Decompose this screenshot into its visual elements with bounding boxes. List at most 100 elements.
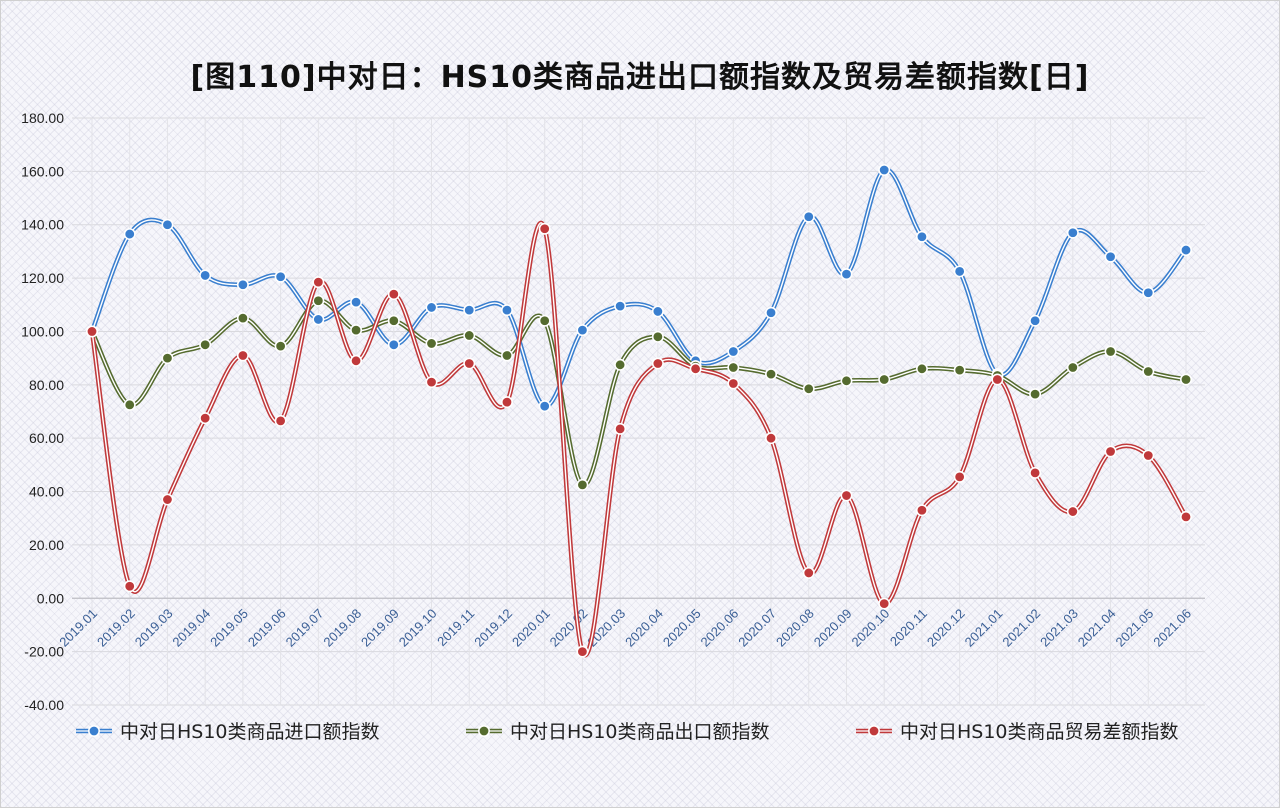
x-tick-label: 2019.12 <box>471 606 515 650</box>
y-tick-label: 100.00 <box>21 323 64 339</box>
data-point <box>840 374 853 387</box>
data-point <box>651 357 664 370</box>
x-tick-label: 2019.02 <box>94 606 138 650</box>
data-point <box>199 269 212 282</box>
x-tick-label: 2019.10 <box>396 606 440 650</box>
x-tick-label: 2020.06 <box>698 606 742 650</box>
series-line-trade-balance-index <box>89 220 1189 658</box>
data-point <box>1104 445 1117 458</box>
data-point <box>199 338 212 351</box>
y-tick-label: 140.00 <box>21 217 64 233</box>
data-point <box>614 300 627 313</box>
x-tick-label: 2020.01 <box>509 606 553 650</box>
y-tick-label: -40.00 <box>24 697 64 713</box>
x-tick-label: 2020.07 <box>735 606 779 650</box>
data-point <box>274 414 287 427</box>
x-tick-label: 2020.08 <box>773 606 817 650</box>
legend-item-trade-balance-index: 中对日HS10类商品贸易差额指数 <box>856 721 1179 743</box>
y-tick-label: 80.00 <box>29 377 64 393</box>
data-point <box>123 228 136 241</box>
data-point <box>840 489 853 502</box>
data-point <box>387 288 400 301</box>
data-point <box>576 478 589 491</box>
data-point <box>350 354 363 367</box>
series-line-highlight-import-index <box>91 169 1187 407</box>
x-tick-label: 2021.04 <box>1075 606 1119 650</box>
y-tick-label: 160.00 <box>21 163 64 179</box>
series-line-highlight-trade-balance-index <box>91 222 1187 656</box>
x-tick-label: 2020.02 <box>547 606 591 650</box>
data-point <box>538 314 551 327</box>
data-point <box>500 304 513 317</box>
data-point <box>614 422 627 435</box>
x-tick-label: 2020.11 <box>887 606 930 649</box>
data-point <box>387 314 400 327</box>
x-tick-label: 2019.06 <box>245 606 289 650</box>
data-point <box>274 340 287 353</box>
data-point <box>161 218 174 231</box>
data-point <box>727 361 740 374</box>
data-point <box>953 470 966 483</box>
data-point <box>312 276 325 289</box>
data-point <box>1180 510 1193 523</box>
data-point <box>538 222 551 235</box>
data-point <box>274 270 287 283</box>
x-tick-label: 2019.05 <box>207 606 251 650</box>
x-tick-label: 2021.03 <box>1037 606 1081 650</box>
data-point <box>878 164 891 177</box>
data-point <box>802 210 815 223</box>
chart-title: [图110]中对日：HS10类商品进出口额指数及贸易差额指数[日] <box>190 60 1090 95</box>
x-tick-label: 2020.04 <box>622 606 666 650</box>
data-point <box>123 398 136 411</box>
data-point <box>765 306 778 319</box>
series-trade-balance-index <box>86 220 1193 658</box>
x-tick-label: 2019.03 <box>132 606 176 650</box>
x-tick-label: 2021.06 <box>1150 606 1194 650</box>
data-point <box>538 400 551 413</box>
data-point <box>463 304 476 317</box>
data-point <box>86 325 99 338</box>
series-group <box>86 164 1193 658</box>
x-tick-label: 2019.09 <box>358 606 402 650</box>
x-tick-label: 2019.11 <box>434 606 477 649</box>
y-tick-label: 60.00 <box>29 430 64 446</box>
data-point <box>1029 314 1042 327</box>
legend-item-import-index: 中对日HS10类商品进口额指数 <box>76 721 380 743</box>
data-point <box>236 312 249 325</box>
series-export-index <box>86 294 1193 491</box>
series-import-index <box>86 164 1193 413</box>
legend-label: 中对日HS10类商品进口额指数 <box>120 721 380 743</box>
data-point <box>802 566 815 579</box>
data-point <box>915 362 928 375</box>
x-tick-label: 2019.07 <box>283 606 327 650</box>
data-point <box>651 330 664 343</box>
data-point <box>312 294 325 307</box>
legend-item-export-index: 中对日HS10类商品出口额指数 <box>466 721 770 743</box>
data-point <box>1180 373 1193 386</box>
data-point <box>1029 388 1042 401</box>
data-point <box>991 373 1004 386</box>
data-point <box>161 352 174 365</box>
data-point <box>500 396 513 409</box>
data-point <box>236 349 249 362</box>
legend-marker <box>477 724 490 737</box>
x-tick-label: 2020.10 <box>848 606 892 650</box>
data-point <box>878 373 891 386</box>
data-point <box>1142 449 1155 462</box>
data-point <box>765 368 778 381</box>
y-tick-label: 120.00 <box>21 270 64 286</box>
y-tick-label: 0.00 <box>37 590 64 606</box>
data-point <box>350 324 363 337</box>
data-point <box>689 362 702 375</box>
data-point <box>1066 361 1079 374</box>
legend-label: 中对日HS10类商品出口额指数 <box>510 721 770 743</box>
data-point <box>312 313 325 326</box>
data-point <box>425 376 438 389</box>
data-point <box>614 358 627 371</box>
data-point <box>915 504 928 517</box>
series-line-import-index <box>89 167 1189 409</box>
data-point <box>161 493 174 506</box>
legend-marker <box>867 724 880 737</box>
